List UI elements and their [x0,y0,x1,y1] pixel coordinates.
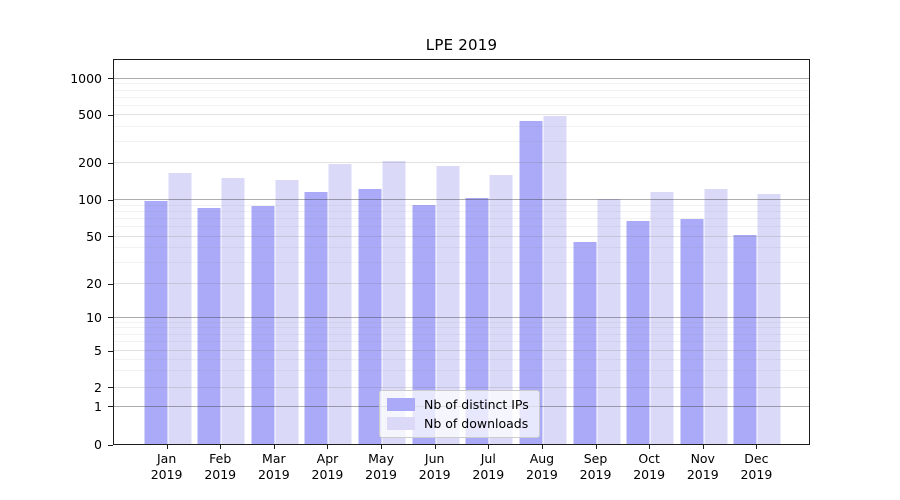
legend-swatch-downloads [387,417,415,430]
x-tick-mark [702,445,704,449]
y-tick-label: 500 [78,107,102,122]
y-tick-mark [108,162,113,164]
bar-distinct-ips [251,205,275,444]
bar-downloads [328,164,352,444]
x-tick-label: Nov 2019 [686,451,719,482]
y-tick-mark [108,444,113,446]
bar-downloads [489,175,513,444]
bar-group [626,191,674,444]
bar-group [733,193,781,444]
legend-swatch-distinct-ips [387,398,415,411]
bar-downloads [382,161,406,444]
y-tick-label: 10 [86,309,102,325]
x-tick-label: Oct 2019 [633,451,666,482]
y-tick-mark [108,114,113,116]
bar-downloads [704,188,728,444]
chart-title: LPE 2019 [425,36,498,54]
bar-downloads [221,177,245,444]
bar-group [358,161,406,444]
y-tick-mark [108,283,113,285]
y-tick-mark [108,387,113,389]
bar-distinct-ips [680,219,704,444]
x-tick-label: Feb 2019 [204,451,237,482]
x-tick-label: Jan 2019 [150,451,183,482]
bar-downloads [436,165,460,444]
y-tick-label: 1 [94,398,102,414]
bar-group [197,177,245,444]
y-tick-label: 100 [78,192,102,207]
bar-distinct-ips [626,221,650,444]
bar-distinct-ips [733,234,757,444]
bar-distinct-ips [465,197,489,444]
bar-group [251,180,299,444]
bar-distinct-ips [358,189,382,444]
legend-label-distinct-ips: Nb of distinct IPs [424,397,529,412]
y-tick-label: 1000 [70,70,102,86]
y-tick-mark [108,406,113,408]
y-tick-mark [108,350,113,352]
bar-downloads [168,173,192,444]
plot-area: Nb of distinct IPs Nb of downloads [113,59,810,445]
bar-group [680,188,728,444]
y-tick-label: 0 [94,437,102,452]
y-tick-label: 50 [86,228,102,244]
x-tick-label: Aug 2019 [526,451,558,482]
bar-distinct-ips [197,207,221,444]
y-tick-mark [108,236,113,238]
y-tick-label: 200 [78,155,102,171]
x-tick-label: May 2019 [365,451,397,482]
x-tick-label: Apr 2019 [311,451,344,482]
y-tick-mark [108,317,113,319]
x-tick-mark [220,445,222,449]
x-tick-label: Jul 2019 [472,451,505,482]
bar-distinct-ips [304,192,328,444]
bar-distinct-ips [519,121,543,444]
x-tick-label: Jun 2019 [418,451,451,482]
legend-item-distinct-ips: Nb of distinct IPs [387,397,529,412]
bar-downloads [543,115,567,444]
x-tick-mark [756,445,758,449]
legend: Nb of distinct IPs Nb of downloads [379,390,540,438]
x-tick-mark [541,445,543,449]
legend-item-downloads: Nb of downloads [387,416,529,431]
bar-downloads [597,199,621,444]
bar-group [519,115,567,444]
x-tick-mark [488,445,490,449]
x-tick-mark [649,445,651,449]
bar-distinct-ips [144,201,168,444]
bar-group [465,175,513,444]
y-tick-label: 2 [94,379,102,395]
legend-label-downloads: Nb of downloads [424,416,529,431]
x-tick-mark [166,445,168,449]
x-tick-label: Dec 2019 [740,451,773,482]
x-tick-mark [434,445,436,449]
y-tick-label: 20 [86,276,102,292]
bar-distinct-ips [412,205,436,444]
x-tick-mark [381,445,383,449]
bar-downloads [757,193,781,444]
bar-downloads [650,191,674,444]
x-tick-label: Sep 2019 [579,451,612,482]
y-tick-label: 5 [94,343,102,358]
bar-group [573,199,621,444]
y-tick-mark [108,78,113,80]
bar-distinct-ips [573,242,597,444]
x-tick-label: Mar 2019 [257,451,290,482]
x-tick-mark [595,445,597,449]
x-tick-mark [273,445,275,449]
bar-group [144,173,192,444]
bars-layer [114,60,809,444]
y-tick-mark [108,199,113,201]
bar-group [304,164,352,444]
bar-downloads [275,180,299,444]
bar-group [412,165,460,444]
x-tick-mark [327,445,329,449]
